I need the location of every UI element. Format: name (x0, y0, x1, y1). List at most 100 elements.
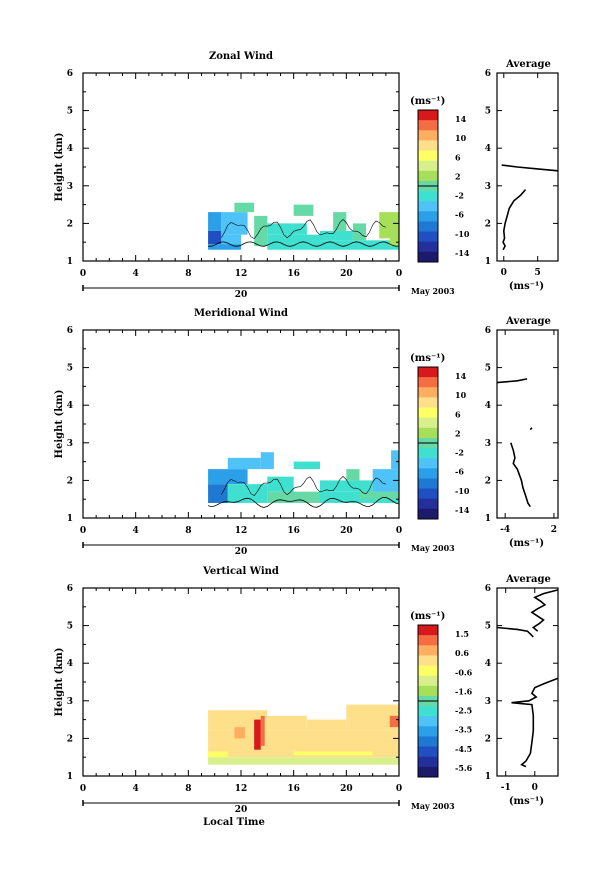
colorbar-swatch (418, 625, 438, 636)
heatmap-cell (267, 234, 320, 250)
colorbar-label: 10 (455, 390, 467, 400)
profile-line (530, 589, 559, 632)
profile-title: Average (505, 316, 551, 327)
profile-x-axis-label: (ms⁻¹) (509, 538, 544, 549)
profile-line (502, 189, 527, 251)
colorbar-swatch (418, 675, 438, 687)
heatmap-cell (379, 212, 399, 239)
y-tick-label: 1 (67, 772, 73, 782)
heatmap-cell (221, 212, 248, 235)
colorbar-swatch (418, 488, 438, 500)
colorbar-swatch (418, 458, 438, 469)
y-tick-label: 6 (67, 69, 73, 79)
colorbar-swatch (418, 508, 438, 520)
profile-x-tick-label: 0 (501, 268, 507, 278)
colorbar-swatch (418, 756, 438, 768)
colorbar-label: -10 (455, 229, 470, 239)
heatmap-cell (208, 484, 228, 503)
colorbar-label: -2 (455, 448, 464, 458)
colorbar-swatch (418, 726, 438, 737)
y-axis-label: Height (km) (54, 648, 65, 717)
contour-line (221, 475, 386, 496)
heatmap-cell (260, 452, 274, 470)
heatmap-cell (267, 715, 307, 731)
profile-x-tick-label: 2 (551, 525, 557, 535)
profile-y-tick-label: 1 (485, 514, 491, 524)
colorbar-swatch (418, 448, 438, 459)
profile-x-tick-label: 5 (535, 268, 541, 278)
heatmap-cell (254, 719, 261, 750)
y-tick-label: 2 (67, 734, 73, 744)
x-tick-label: 20 (340, 526, 353, 536)
heatmap-cell (208, 751, 228, 758)
profile-y-tick-label: 4 (485, 659, 491, 669)
colorbar-label: -0.6 (455, 667, 473, 677)
colorbar-swatch (418, 201, 438, 212)
colorbar-label: 6 (455, 409, 461, 419)
colorbar-label: 2 (455, 428, 461, 438)
profile-y-tick-label: 5 (485, 622, 491, 632)
colorbar-swatch (418, 736, 438, 748)
y-tick-label: 6 (67, 584, 73, 594)
y-axis-label: Height (km) (54, 390, 65, 459)
contour-line (208, 241, 400, 247)
profile-y-tick-label: 2 (485, 476, 491, 486)
profile-y-tick-label: 1 (485, 772, 491, 782)
y-tick-label: 2 (67, 476, 73, 486)
y-tick-label: 3 (67, 439, 73, 449)
heatmap-cell (227, 457, 261, 470)
colorbar-label: -14 (455, 505, 470, 515)
colorbar-swatch (418, 211, 438, 222)
colorbar-swatch (418, 110, 438, 121)
x-tick-label: 4 (133, 784, 139, 794)
contour-line (207, 496, 400, 508)
x-tick-label: 20 (340, 269, 353, 279)
profile-line (496, 626, 534, 638)
y-tick-label: 4 (67, 659, 73, 669)
colorbar-label: 6 (455, 152, 461, 162)
profile-line (529, 427, 533, 431)
heatmap-cell (208, 212, 222, 231)
y-axis-label: Height (km) (54, 133, 65, 202)
y-tick-label: 3 (67, 697, 73, 707)
x-tick-label: 8 (185, 784, 191, 794)
heatmap-cell (389, 234, 399, 246)
x-tick-label: 8 (185, 269, 191, 279)
x-tick-label: 8 (185, 526, 191, 536)
colorbar-label: -3.5 (455, 725, 472, 735)
colorbar-swatch (418, 766, 438, 778)
profile-y-tick-label: 5 (485, 107, 491, 117)
heatmap-cell (306, 719, 347, 731)
y-tick-label: 6 (67, 326, 73, 336)
colorbar-swatch (418, 635, 438, 646)
heatmap-cell (267, 491, 320, 503)
heatmap-cell (391, 450, 399, 470)
profile-x-tick-label: 0 (532, 783, 538, 793)
x-tick-label: 20 (340, 784, 353, 794)
colorbar-label: -4.5 (455, 744, 472, 754)
profile-x-axis-label: (ms⁻¹) (509, 281, 544, 292)
colorbar-swatch (418, 367, 438, 378)
y-tick-label: 5 (67, 622, 73, 632)
colorbar-label: -6 (455, 467, 464, 477)
x-tick-label: 4 (133, 526, 139, 536)
heatmap-cell (352, 223, 367, 241)
x-tick-label: 0 (396, 784, 402, 794)
heatmap-cell (254, 215, 268, 246)
colorbar-swatch (418, 645, 438, 656)
x-tick-label: 0 (396, 526, 402, 536)
profile-y-tick-label: 3 (485, 182, 491, 192)
colorbar-label: -6 (455, 210, 464, 220)
colorbar-label: 10 (455, 133, 467, 143)
month-label: May 2003 (411, 801, 455, 811)
colorbar-swatch (418, 716, 438, 727)
profile-line (501, 164, 559, 172)
heatmap-cell (208, 230, 222, 245)
colorbar-label: -2 (455, 191, 464, 201)
heatmap-cell (389, 715, 399, 728)
colorbar-swatch (418, 706, 438, 717)
